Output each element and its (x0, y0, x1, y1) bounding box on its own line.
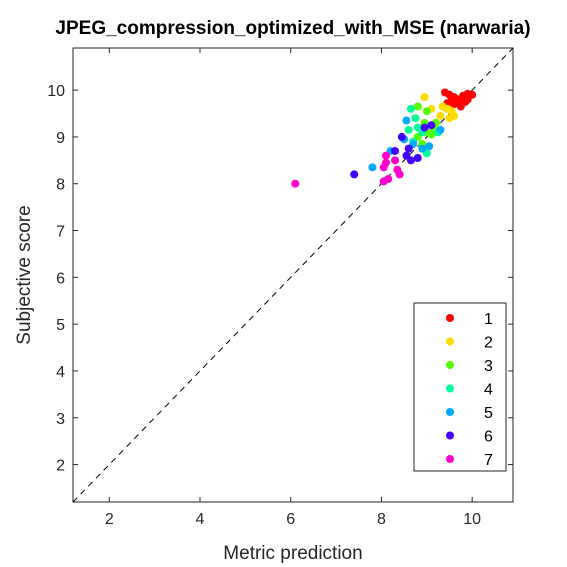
data-point-series-1 (447, 95, 456, 104)
legend-marker-6 (446, 431, 454, 440)
y-tick-label: 7 (56, 224, 65, 241)
legend-items: 1 2 3 4 5 6 7 (446, 311, 493, 469)
data-point-series-5 (368, 163, 377, 172)
legend-marker-3 (446, 361, 454, 369)
data-point-series-4 (404, 125, 413, 134)
y-tick-label: 8 (56, 177, 65, 194)
legend-marker-2 (446, 337, 454, 346)
legend-label-7: 7 (484, 452, 493, 469)
legend-label-4: 4 (484, 382, 493, 399)
data-point-series-6 (404, 144, 413, 153)
data-point-series-5 (402, 116, 411, 125)
legend-label-3: 3 (484, 358, 493, 375)
data-point-series-7 (381, 158, 390, 167)
x-tick-label: 10 (463, 511, 481, 528)
chart-title: JPEG_compression_optimized_with_MSE (nar… (55, 18, 530, 39)
data-point-series-3 (413, 102, 422, 111)
legend-label-6: 6 (484, 429, 493, 446)
data-point-series-7 (384, 175, 393, 184)
data-point-series-3 (427, 130, 436, 139)
y-tick-label: 9 (56, 130, 65, 147)
legend-marker-1 (446, 314, 454, 322)
data-point-series-6 (397, 132, 406, 141)
data-point-series-6 (391, 146, 400, 155)
x-tick-label: 4 (196, 511, 205, 528)
data-point-series-6 (420, 123, 429, 132)
y-tick-label: 3 (56, 411, 65, 428)
legend-box (413, 302, 507, 472)
data-point-series-7 (391, 156, 400, 165)
legend-marker-4 (446, 384, 454, 393)
y-axis-label: Subjective score (14, 205, 35, 344)
x-axis-label: Metric prediction (223, 543, 362, 564)
data-point-series-2 (436, 111, 445, 120)
y-tick-label: 2 (56, 458, 65, 475)
legend-marker-7 (446, 455, 454, 463)
data-point-series-2 (445, 114, 454, 123)
data-point-series-1 (463, 95, 472, 104)
data-points (291, 88, 477, 188)
legend: 1 2 3 4 5 6 7 (413, 302, 507, 472)
data-point-series-7 (395, 170, 404, 179)
data-point-series-4 (411, 114, 420, 123)
data-point-series-5 (425, 142, 434, 151)
data-point-series-4 (406, 104, 415, 113)
x-tick-label: 8 (377, 511, 386, 528)
x-tick-label: 6 (286, 511, 295, 528)
legend-label-1: 1 (484, 311, 493, 328)
data-point-series-5 (436, 125, 445, 134)
y-tick-label: 6 (56, 270, 65, 287)
data-point-series-6 (413, 153, 422, 162)
y-tick-label: 4 (56, 364, 65, 381)
data-point-series-6 (427, 121, 436, 130)
y-tick-label: 5 (56, 317, 65, 334)
data-point-series-6 (406, 156, 415, 165)
legend-label-5: 5 (484, 405, 493, 422)
data-point-series-3 (422, 107, 431, 116)
data-point-series-7 (291, 179, 300, 188)
legend-marker-5 (446, 408, 454, 416)
y-tick-label: 10 (47, 83, 65, 100)
data-point-series-5 (418, 144, 427, 153)
data-point-series-1 (456, 102, 465, 111)
data-point-series-7 (381, 151, 390, 160)
axis-ticks: 2 4 6 8 10 2 3 4 5 6 7 8 9 10 (47, 48, 513, 528)
legend-label-2: 2 (484, 335, 493, 352)
data-point-series-2 (443, 104, 452, 113)
x-tick-label: 2 (105, 511, 114, 528)
data-point-series-6 (350, 170, 359, 179)
data-point-series-2 (420, 93, 429, 102)
